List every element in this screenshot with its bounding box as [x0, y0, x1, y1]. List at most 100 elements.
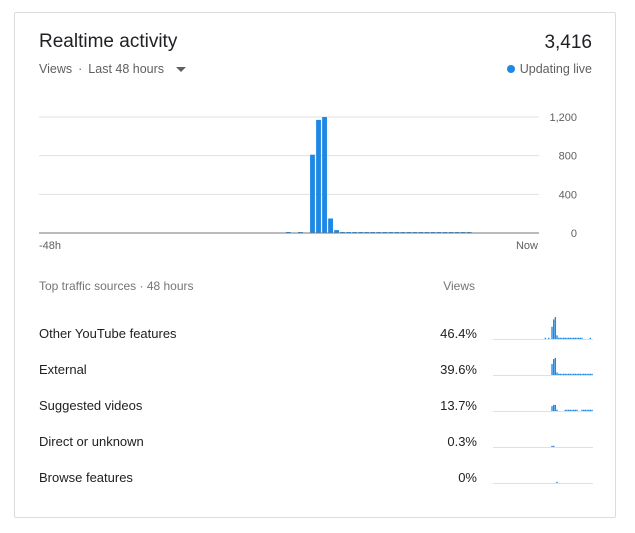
traffic-source-percent: 46.4% [440, 326, 477, 341]
realtime-activity-card: Realtime activity 3,416 Views · Last 48 … [14, 12, 616, 518]
traffic-source-sparkline [493, 404, 593, 412]
sparkline-bar [573, 373, 575, 375]
range-selector[interactable]: Views · Last 48 hours [39, 62, 187, 76]
sparkline-bar [591, 409, 593, 411]
views-column-header: Views [443, 279, 475, 293]
sparkline-bar [571, 337, 573, 339]
sparkline-bar [583, 373, 585, 375]
traffic-source-row[interactable]: Other YouTube features 46.4% [39, 317, 593, 346]
sparkline-bar [578, 337, 580, 339]
metric-label: Views [39, 62, 73, 76]
sparkline-bar [556, 409, 558, 411]
chart-bar[interactable] [328, 218, 333, 234]
sparkline-bar [583, 409, 585, 411]
traffic-source-row[interactable]: Suggested videos 13.7% [39, 398, 593, 418]
sparkline-bar [553, 445, 555, 447]
traffic-source-sparkline [493, 481, 593, 484]
sparkline-bar [558, 337, 560, 339]
sparkline-bar [556, 372, 558, 375]
live-status: Updating live [506, 62, 592, 76]
sparkline-bar [564, 373, 567, 375]
traffic-source-label: Suggested videos [39, 398, 143, 413]
sparkline-bar [574, 373, 577, 375]
sparkline-bar [573, 337, 575, 339]
sparkline-bar [576, 373, 578, 375]
sparkline-bar [591, 373, 593, 375]
sparkline-bar [569, 337, 572, 339]
sparkline-bar [544, 337, 547, 339]
sparkline-bar [586, 373, 588, 375]
x-label-start: -48h [39, 240, 61, 252]
sparkline-bar [569, 409, 572, 411]
sparkline-bar [581, 337, 583, 339]
sparkline-bar [559, 337, 562, 339]
sparkline-bar [579, 373, 582, 375]
sparkline-bar [554, 357, 557, 375]
y-tick-label: 800 [559, 151, 577, 163]
sparkline-bar [561, 373, 563, 375]
sparkline-bar [588, 409, 590, 411]
sparkline-bar [551, 326, 553, 339]
traffic-source-label: External [39, 362, 87, 377]
traffic-source-sparkline [493, 445, 593, 448]
traffic-sources-header: Top traffic sources · 48 hours [39, 279, 194, 293]
sparkline-bar [559, 373, 562, 375]
sparkline-bar [578, 373, 580, 375]
sparkline-bar [584, 373, 587, 375]
sparkline-bar [581, 409, 583, 411]
sparkline-bar [588, 373, 590, 375]
dropdown-caret-icon [176, 67, 187, 72]
traffic-source-percent: 0% [458, 470, 477, 485]
sparkline-bar [579, 337, 582, 339]
traffic-source-row[interactable]: Direct or unknown 0.3% [39, 434, 593, 454]
sparkline-bar [553, 359, 555, 375]
sparkline-bar [571, 373, 573, 375]
traffic-source-label: Direct or unknown [39, 434, 144, 449]
sparkline-bar [563, 373, 565, 375]
total-views-count: 3,416 [544, 32, 592, 53]
traffic-source-row[interactable]: External 39.6% [39, 357, 593, 382]
sparkline-bar [584, 409, 587, 411]
live-dot-icon [506, 65, 515, 73]
sparkline-bar [576, 409, 578, 411]
chart-bar[interactable] [310, 154, 315, 233]
sparkline-bar [551, 445, 553, 447]
sparkline-bar [589, 409, 592, 411]
sparkline-bar [561, 337, 563, 339]
sparkline-bar [569, 373, 572, 375]
sparkline-bar [573, 409, 575, 411]
sparkline-bar [566, 373, 568, 375]
subtitle-separator: · [78, 62, 83, 76]
sparkline-bar [553, 404, 555, 411]
traffic-source-label: Browse features [39, 470, 133, 485]
range-label: Last 48 hours [88, 62, 165, 76]
sparkline-bar [581, 373, 583, 375]
traffic-source-sparkline [493, 357, 593, 376]
sparkline-bar [568, 409, 570, 411]
chart-bar[interactable] [316, 119, 321, 233]
traffic-source-sparkline [493, 317, 593, 340]
sparkline-bar [564, 337, 567, 339]
sparkline-bar [576, 337, 578, 339]
sparkline-bar [571, 409, 573, 411]
sparkline-bar [564, 409, 567, 411]
chart-bar[interactable] [334, 230, 340, 233]
y-tick-label: 0 [571, 228, 577, 240]
x-label-end: Now [516, 240, 538, 252]
sparkline-bar [563, 337, 565, 339]
sparkline-bar [554, 317, 557, 339]
sparkline-bar [574, 337, 577, 339]
traffic-source-percent: 0.3% [447, 434, 477, 449]
sparkline-bar [566, 337, 568, 339]
traffic-source-label: Other YouTube features [39, 326, 177, 341]
traffic-source-row[interactable]: Browse features 0% [39, 470, 593, 490]
sparkline-bar [568, 337, 570, 339]
chart-bar[interactable] [322, 117, 327, 233]
traffic-source-percent: 39.6% [440, 362, 477, 377]
sparkline-bar [566, 409, 568, 411]
traffic-source-percent: 13.7% [440, 398, 477, 413]
sparkline-bar [551, 364, 553, 375]
sparkline-bar [558, 373, 560, 375]
sparkline-bar [553, 319, 555, 339]
live-status-label: Updating live [519, 62, 592, 76]
